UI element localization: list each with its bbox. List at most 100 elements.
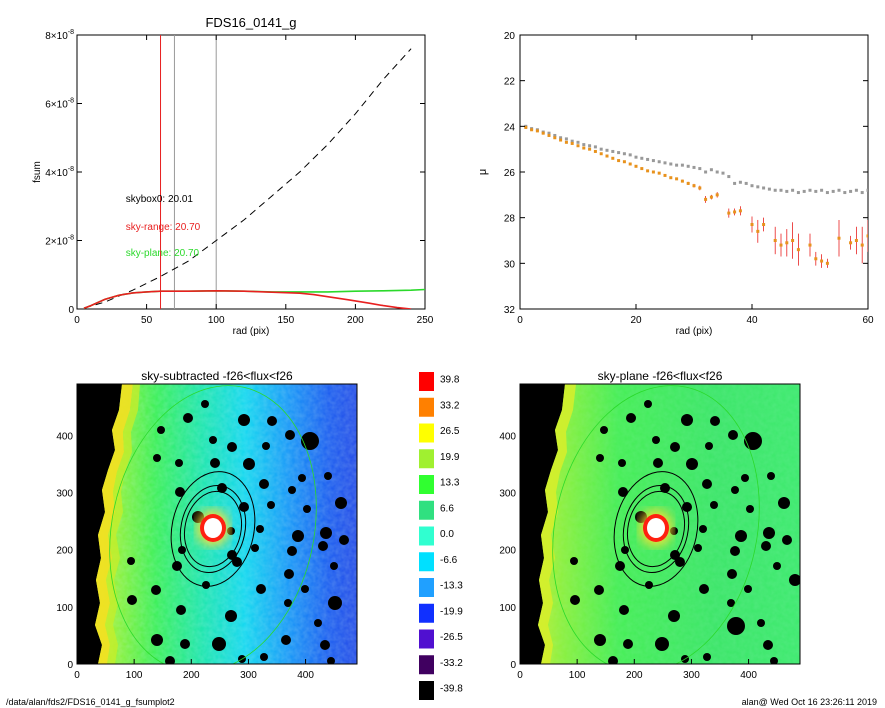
colorbar-label: 26.5 <box>440 426 460 437</box>
data-point <box>738 180 742 184</box>
data-point <box>611 156 615 160</box>
panel3-title: sky-subtracted -f26<flux<f26 <box>141 369 293 383</box>
data-point <box>663 161 667 165</box>
galaxy-core <box>640 510 672 546</box>
data-point <box>535 129 539 133</box>
data-point <box>704 170 708 174</box>
data-point <box>622 152 626 156</box>
x-tick-label: 0 <box>74 670 80 681</box>
data-point <box>698 186 702 190</box>
x-tick-label: 0 <box>517 670 523 681</box>
data-point <box>570 141 574 145</box>
data-point <box>854 188 858 192</box>
panel1-title: FDS16_0141_g <box>205 15 296 30</box>
galaxy-core <box>197 510 229 546</box>
panel3-image <box>77 384 357 664</box>
data-point <box>669 176 673 180</box>
panel-fsum: FDS16_0141_g 0 50 100 150 200 250 0 2×10-8 4×10… <box>32 15 434 337</box>
y-tick-label: 200 <box>499 546 516 557</box>
masked-sources <box>570 400 800 664</box>
y-tick-label: 0 <box>67 660 73 671</box>
colorbar-swatch <box>419 423 434 443</box>
data-point <box>814 189 818 193</box>
x-tick-label: 40 <box>746 315 758 326</box>
data-point <box>843 191 847 195</box>
colorbar-swatch <box>419 629 434 649</box>
data-point <box>791 239 795 242</box>
data-point <box>547 131 551 135</box>
data-point <box>622 160 626 164</box>
data-point <box>582 143 586 147</box>
data-point <box>593 145 597 149</box>
data-point <box>709 168 713 172</box>
data-point <box>825 261 829 265</box>
panel4-title: sky-plane -f26<flux<f26 <box>598 369 723 383</box>
data-point <box>849 189 853 193</box>
panel2-xlabel: rad (pix) <box>676 326 713 337</box>
colorbar-swatch <box>419 655 434 675</box>
x-tick-label: 250 <box>417 315 434 326</box>
data-point <box>750 184 754 188</box>
y-tick-label: 4×10-8 <box>45 166 74 179</box>
data-point <box>802 189 806 193</box>
y-tick-label: 300 <box>56 489 73 500</box>
data-point <box>779 188 783 192</box>
x-tick-label: 200 <box>626 670 643 681</box>
y-tick-label: 400 <box>56 431 73 442</box>
aperture-ellipses <box>170 471 256 587</box>
colorbar-swatch <box>419 578 434 597</box>
data-point <box>727 211 731 215</box>
data-point <box>646 169 650 173</box>
data-point <box>715 170 719 174</box>
y-tick-label: 30 <box>504 259 516 270</box>
y-tick-label: 24 <box>504 122 516 133</box>
x-tick-label: 200 <box>347 315 364 326</box>
series-line <box>83 289 412 309</box>
data-point <box>628 162 632 166</box>
colorbar-label: -39.8 <box>440 684 463 695</box>
data-point <box>773 239 777 242</box>
data-point <box>686 181 690 185</box>
data-point <box>657 160 661 164</box>
data-point <box>866 234 868 238</box>
data-point <box>576 140 580 144</box>
colorbar-label: -6.6 <box>440 555 458 566</box>
data-point <box>646 157 650 161</box>
y-tick-label: 200 <box>56 546 73 557</box>
data-point <box>675 163 679 167</box>
colorbar-label: 6.6 <box>440 503 454 514</box>
y-tick-label: 22 <box>504 77 516 88</box>
data-point <box>762 186 766 190</box>
y-tick-label: 26 <box>504 168 516 179</box>
data-point <box>837 188 841 192</box>
data-point <box>617 159 621 163</box>
colorbar-swatch <box>419 475 434 494</box>
data-point <box>553 136 557 140</box>
data-point <box>837 236 841 240</box>
colorbar-swatch <box>419 500 434 520</box>
data-point <box>825 191 829 195</box>
data-point <box>709 195 713 199</box>
data-point <box>524 125 528 129</box>
data-point <box>675 177 679 181</box>
data-point <box>617 151 621 155</box>
panel4-image <box>520 384 800 664</box>
data-point <box>686 164 690 168</box>
y-tick-label: 0 <box>510 660 516 671</box>
colorbar-label: 0.0 <box>440 529 454 540</box>
data-point <box>588 144 592 148</box>
data-point <box>576 144 580 148</box>
colorbar-label: 39.8 <box>440 375 460 386</box>
x-tick-label: 300 <box>683 670 700 681</box>
data-point <box>680 163 684 167</box>
data-point <box>564 137 568 141</box>
panel3-y-ticks: 0 100 200 300 400 <box>56 431 82 671</box>
y-tick-label: 32 <box>504 305 516 316</box>
data-point <box>593 149 597 153</box>
data-point <box>582 146 586 150</box>
panel2-frame <box>519 34 869 310</box>
colorbar-swatch <box>419 372 434 391</box>
data-point <box>762 223 766 227</box>
panel-surface-brightness: 0 20 40 60 20 22 24 26 28 30 32 rad (pix) μ <box>477 31 874 337</box>
